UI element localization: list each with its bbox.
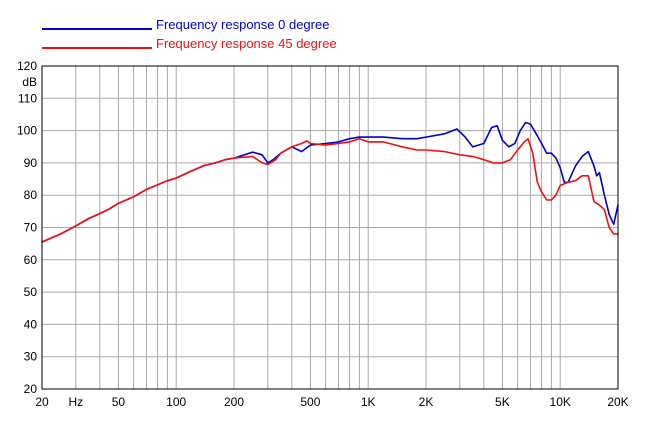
- series-line-1: [41, 137, 619, 243]
- y-tick-label: 120: [17, 59, 37, 73]
- x-tick-label: 500: [300, 395, 320, 409]
- chart-series-layer: [41, 121, 619, 243]
- y-tick-label: 100: [17, 124, 37, 138]
- x-tick-label: 50: [112, 395, 126, 409]
- y-tick-label: 20: [24, 382, 38, 396]
- legend-entry-0: Frequency response 0 degree: [156, 17, 329, 32]
- y-tick-label: 110: [18, 91, 37, 105]
- x-tick-label: 20: [35, 395, 49, 409]
- x-tick-label: 100: [166, 395, 186, 409]
- y-tick-label: 30: [24, 350, 38, 364]
- y-tick-label: 90: [24, 156, 38, 170]
- chart-legend: Frequency response 0 degree Frequency res…: [42, 17, 337, 51]
- x-tick-label: 2K: [419, 395, 434, 409]
- y-tick-label: 60: [24, 253, 38, 267]
- axis-tick-labels: 20 30 40 50 60 70 80 90 100 110 120 20 Hz 50 100 200 500…: [17, 59, 629, 409]
- x-tick-label: 10K: [550, 395, 571, 409]
- x-tick-label: Hz: [68, 395, 83, 409]
- y-axis-label: dB: [22, 75, 37, 89]
- x-tick-label: 20K: [607, 395, 628, 409]
- plot-frame: [41, 65, 619, 390]
- x-tick-label: 200: [224, 395, 244, 409]
- y-tick-label: 70: [24, 221, 38, 235]
- y-tick-label: 50: [24, 285, 38, 299]
- x-tick-label: 1K: [361, 395, 376, 409]
- y-tick-label: 80: [24, 188, 38, 202]
- y-tick-label: 40: [24, 317, 38, 331]
- legend-entry-1: Frequency response 45 degree: [156, 36, 337, 51]
- x-tick-label: 5K: [495, 395, 510, 409]
